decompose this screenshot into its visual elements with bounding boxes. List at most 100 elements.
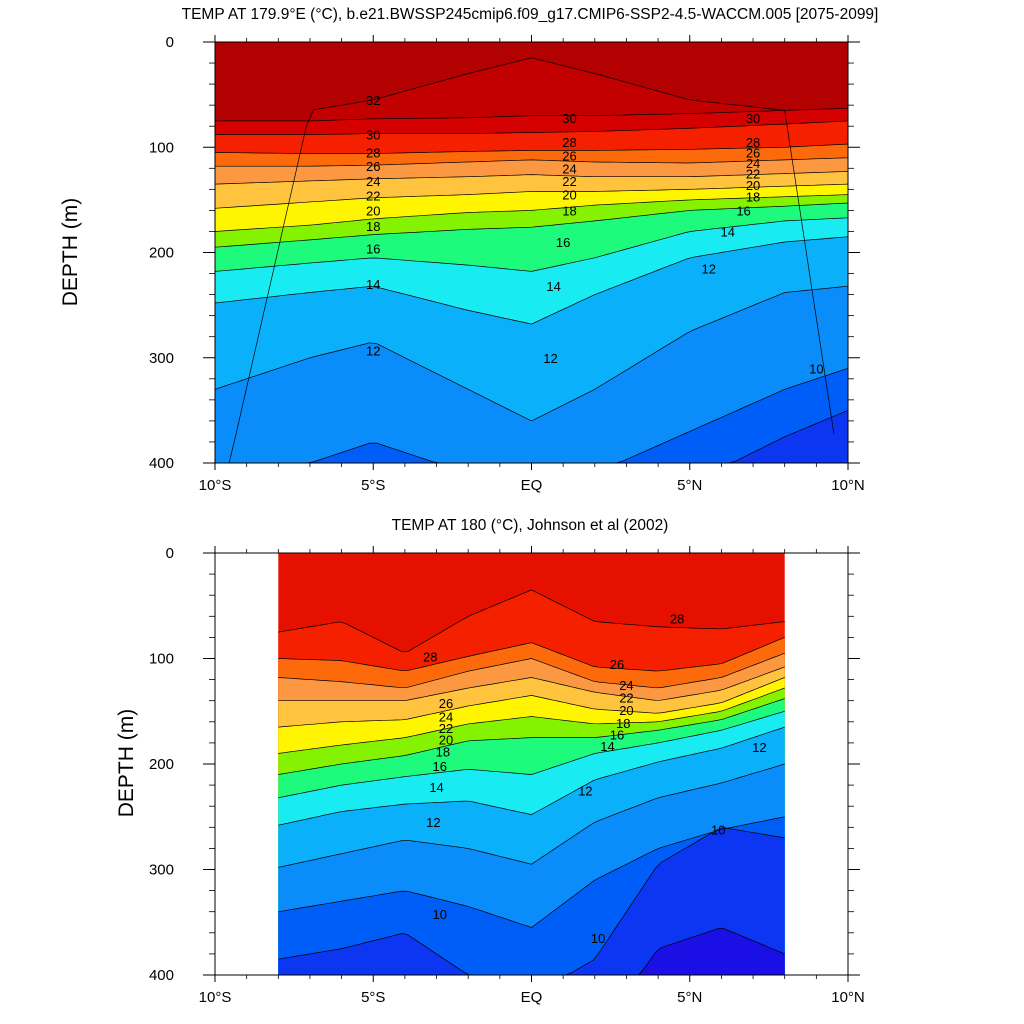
x-tick-label: 10°N [831,477,865,494]
contour-label: 18 [436,744,450,759]
y-tick-label: 100 [149,651,174,668]
contour-label: 26 [439,696,453,711]
isotherm-line [278,677,785,728]
contour-label: 14 [366,277,380,292]
contour-label: 28 [366,146,380,161]
contour-label: 12 [543,351,557,366]
contour-label: 22 [366,189,380,204]
bottom-panel-contour-labels: 2826242220181614121028262422201816141212… [423,611,767,946]
top-panel-axes: 10°S 5°S EQ 5°N 10°N 0 100 200 300 400 [149,34,865,494]
x-tick-label: 10°N [831,989,865,1006]
contour-band [215,368,848,463]
x-tick-label: 5°N [677,989,702,1006]
contour-band [215,286,848,463]
isotherm-line [214,202,849,248]
contour-label: 14 [600,739,614,754]
y-tick-label: 100 [149,139,174,156]
x-tick-label: 5°N [677,477,702,494]
isotherm-line [278,710,785,799]
contour-label: 12 [366,343,380,358]
contour-label: 30 [562,111,576,126]
isotherm-line [215,157,849,167]
y-tick-label: 400 [149,967,174,984]
isotherm-line [214,236,849,325]
y-tick-label: 0 [166,34,174,51]
contour-label: 12 [752,740,766,755]
contour-label: 10 [591,931,605,946]
bottom-panel: TEMP AT 180 (°C), Johnson et al (2002) D… [115,517,865,1006]
contour-label: 20 [562,188,576,203]
isotherm-line [214,194,849,232]
contour-band [278,827,785,975]
x-tick-label: 5°S [361,989,385,1006]
contour-label: 28 [562,135,576,150]
top-panel-title: TEMP AT 179.9°E (°C), b.e21.BWSSP245cmip… [182,6,879,23]
contour-label: 12 [702,261,716,276]
contour-label: 18 [366,219,380,234]
top-panel-contour-lines [214,57,849,464]
contour-label: 16 [432,759,446,774]
contour-label: 18 [746,190,760,205]
contour-label: 26 [562,149,576,164]
bottom-panel-y-axis-label: DEPTH (m) [115,709,138,818]
isotherm-line [214,143,849,154]
contour-label: 28 [746,135,760,150]
isotherm-line [278,816,785,928]
contour-label: 22 [619,691,633,706]
contour-label: 32 [366,93,380,108]
contour-label: 24 [619,678,633,693]
isotherm-line [278,726,785,826]
x-tick-label: EQ [521,477,543,494]
top-panel-y-axis-label: DEPTH (m) [59,198,82,307]
contour-label: 20 [439,733,453,748]
contour-label: 20 [366,203,380,218]
top-panel-contour-labels: 3230282624222018161412302826242220181614… [366,93,824,376]
x-tick-label: 10°S [199,989,232,1006]
x-tick-label: EQ [521,989,543,1006]
contour-label: 16 [556,235,570,250]
isotherm-line [214,217,849,272]
y-tick-label: 200 [149,756,174,773]
isotherm-line [278,687,785,754]
bottom-panel-filled-contours [278,553,785,975]
contour-label: 28 [423,649,437,664]
contour-label: 20 [746,178,760,193]
contour-label: 28 [670,611,684,626]
contour-label: 24 [366,174,380,189]
contour-label: 26 [366,159,380,174]
contour-label: 10 [711,822,725,837]
contour-label: 14 [546,279,560,294]
contour-band [215,410,848,463]
contour-label: 16 [610,727,624,742]
isotherm-line [215,107,849,122]
y-tick-label: 300 [149,862,174,879]
isotherm-line [228,57,835,464]
contour-label: 12 [578,783,592,798]
contour-label: 30 [366,128,380,143]
bottom-panel-contour-lines [278,589,785,976]
contour-label: 24 [439,710,453,725]
contour-label: 30 [746,111,760,126]
x-tick-label: 10°S [199,477,232,494]
y-tick-label: 300 [149,350,174,367]
contour-band [278,928,785,975]
isotherm-line [278,763,785,868]
contour-label: 22 [746,167,760,182]
contour-label: 20 [619,703,633,718]
contour-label: 22 [439,721,453,736]
contour-label: 26 [610,657,624,672]
top-panel: TEMP AT 179.9°E (°C), b.e21.BWSSP245cmip… [59,6,878,494]
contour-label: 12 [426,815,440,830]
contour-label: 14 [429,780,443,795]
contour-label: 16 [736,203,750,218]
x-tick-label: 5°S [361,477,385,494]
isotherm-line [278,698,785,775]
contour-label: 24 [562,161,576,176]
isotherm-line [278,652,785,689]
isotherm-line [214,285,849,422]
contour-label: 22 [562,174,576,189]
isotherm-line [214,171,849,185]
contour-label: 10 [809,361,823,376]
contour-label: 24 [746,156,760,171]
